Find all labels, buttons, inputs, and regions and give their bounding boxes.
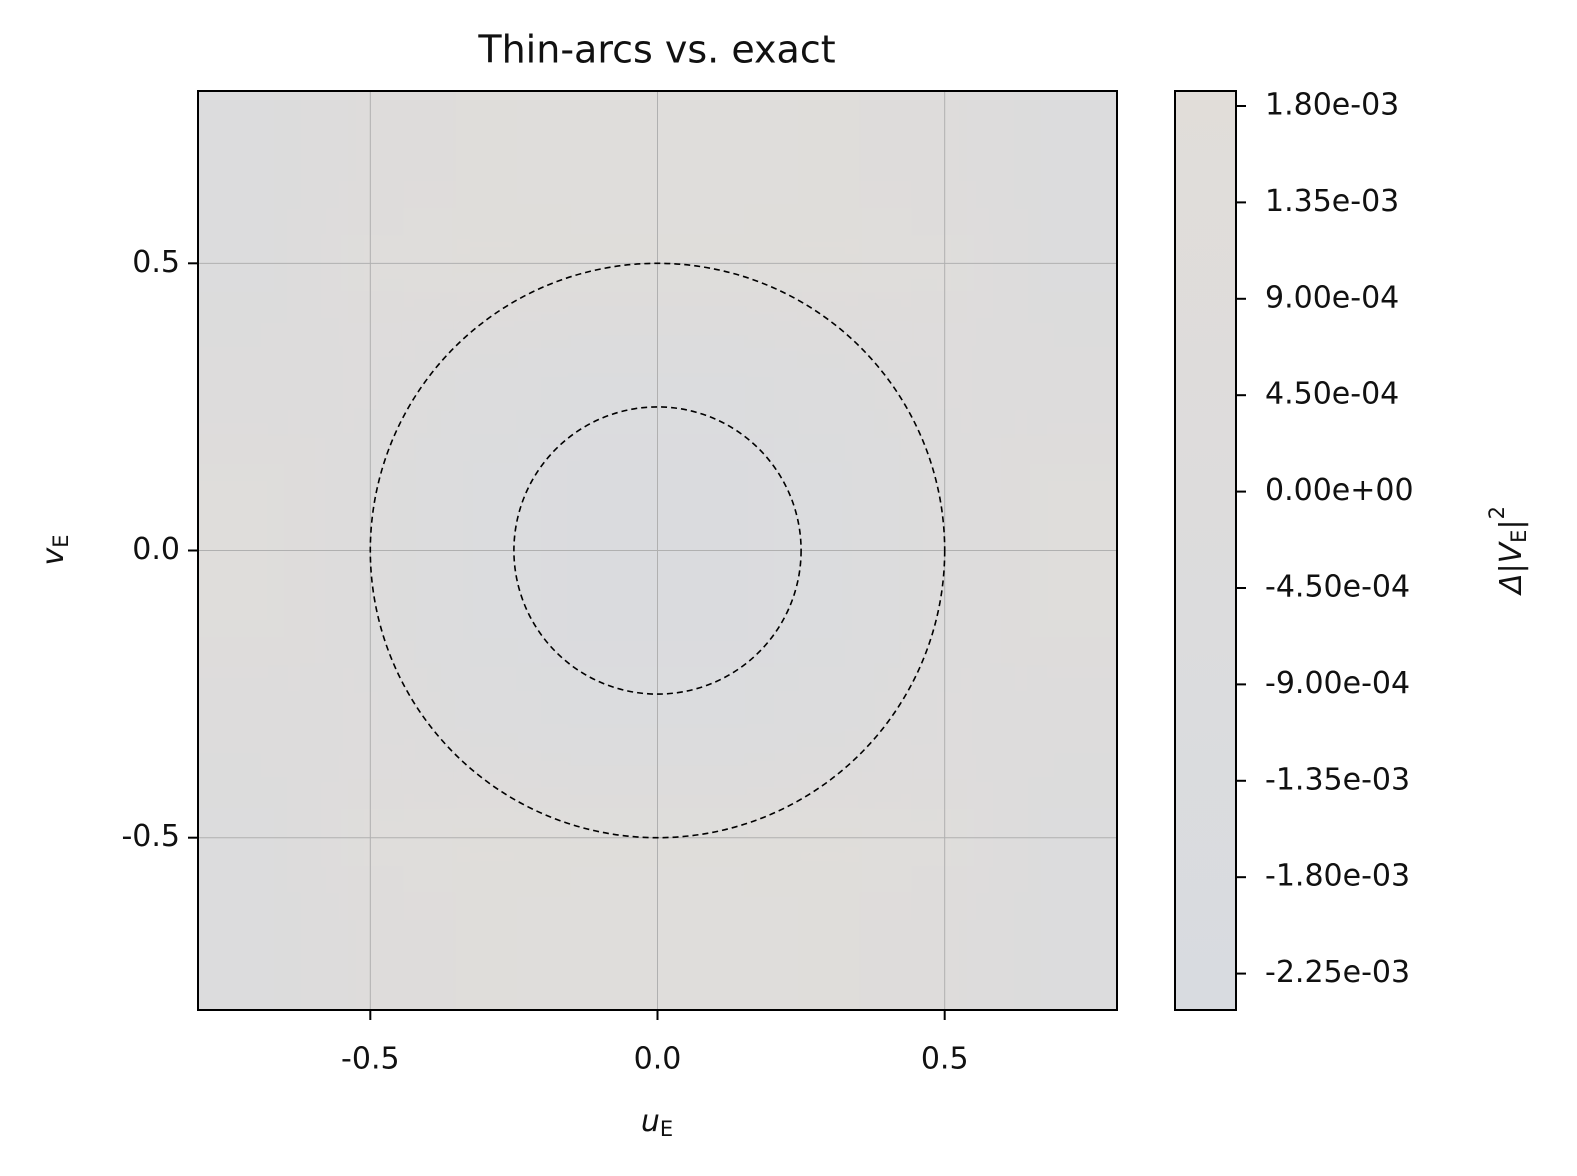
heatmap-cell bbox=[657, 435, 774, 552]
x-axis-label: uE bbox=[641, 1104, 673, 1142]
heatmap-cell bbox=[657, 665, 774, 782]
heatmap-cell bbox=[427, 91, 544, 207]
heatmap-cell bbox=[657, 550, 774, 667]
heatmap-cell bbox=[1002, 91, 1117, 207]
colorbar-label: Δ|VE|2 bbox=[1485, 506, 1531, 596]
y-axis-label: vE bbox=[36, 534, 74, 565]
heatmap-cell bbox=[427, 665, 544, 782]
colorbar-tick-label: -4.50e-04 bbox=[1265, 569, 1410, 604]
heatmap-cell bbox=[427, 320, 544, 437]
heatmap-cell bbox=[542, 665, 659, 782]
x-tick-label: -0.5 bbox=[341, 1042, 400, 1077]
colorbar-tick-label: -1.35e-03 bbox=[1265, 762, 1410, 797]
colorbar-tick-label: 1.35e-03 bbox=[1265, 184, 1399, 219]
heatmap-cell bbox=[1002, 550, 1117, 667]
heatmap-cell bbox=[542, 895, 659, 1010]
chart-title: Thin-arcs vs. exact bbox=[477, 28, 835, 72]
heatmap-cell bbox=[1002, 320, 1117, 437]
heatmap-cell bbox=[1002, 895, 1117, 1010]
heatmap-cell bbox=[427, 435, 544, 552]
heatmap-cell bbox=[427, 895, 544, 1010]
heatmap-cell bbox=[198, 320, 314, 437]
colorbar-tick-label: 1.80e-03 bbox=[1265, 87, 1399, 122]
colorbar-tick-label: 0.00e+00 bbox=[1265, 473, 1414, 508]
y-tick-label: 0.0 bbox=[132, 532, 180, 567]
heatmap-cell bbox=[772, 91, 889, 207]
heatmap-cell bbox=[772, 550, 889, 667]
colorbar-tick-label: -1.80e-03 bbox=[1265, 859, 1410, 894]
y-tick-label: -0.5 bbox=[121, 819, 180, 854]
heatmap-cell bbox=[542, 550, 659, 667]
reference-circle bbox=[513, 406, 802, 695]
heatmap-cell bbox=[542, 435, 659, 552]
colorbar bbox=[1174, 90, 1237, 1011]
x-tick-label: 0.5 bbox=[921, 1042, 969, 1077]
heatmap-cell bbox=[657, 320, 774, 437]
x-tick-label: 0.0 bbox=[634, 1042, 682, 1077]
heatmap-cell bbox=[772, 895, 889, 1010]
heatmap-cell bbox=[1002, 435, 1117, 552]
heatmap-cell bbox=[198, 665, 314, 782]
heatmap-cell bbox=[427, 550, 544, 667]
heatmap-cell bbox=[542, 91, 659, 207]
heatmap-cell bbox=[772, 665, 889, 782]
reference-circle bbox=[369, 262, 946, 839]
heatmap-cell bbox=[198, 895, 314, 1010]
colorbar-tick-label: 4.50e-04 bbox=[1265, 377, 1399, 412]
colorbar-tick-label: -2.25e-03 bbox=[1265, 955, 1410, 990]
colorbar-tick-label: -9.00e-04 bbox=[1265, 666, 1410, 701]
heatmap-cell bbox=[198, 91, 314, 207]
plot-frame bbox=[197, 90, 1118, 1011]
heatmap-cell bbox=[657, 895, 774, 1010]
colorbar-tick-label: 9.00e-04 bbox=[1265, 280, 1399, 315]
heatmap-cell bbox=[198, 435, 314, 552]
y-tick-label: 0.5 bbox=[132, 245, 180, 280]
heatmap-cell bbox=[542, 320, 659, 437]
heatmap-cell bbox=[772, 320, 889, 437]
heatmap-cell bbox=[1002, 665, 1117, 782]
heatmap-cell bbox=[198, 550, 314, 667]
heatmap-cell bbox=[657, 91, 774, 207]
heatmap-cell bbox=[772, 435, 889, 552]
